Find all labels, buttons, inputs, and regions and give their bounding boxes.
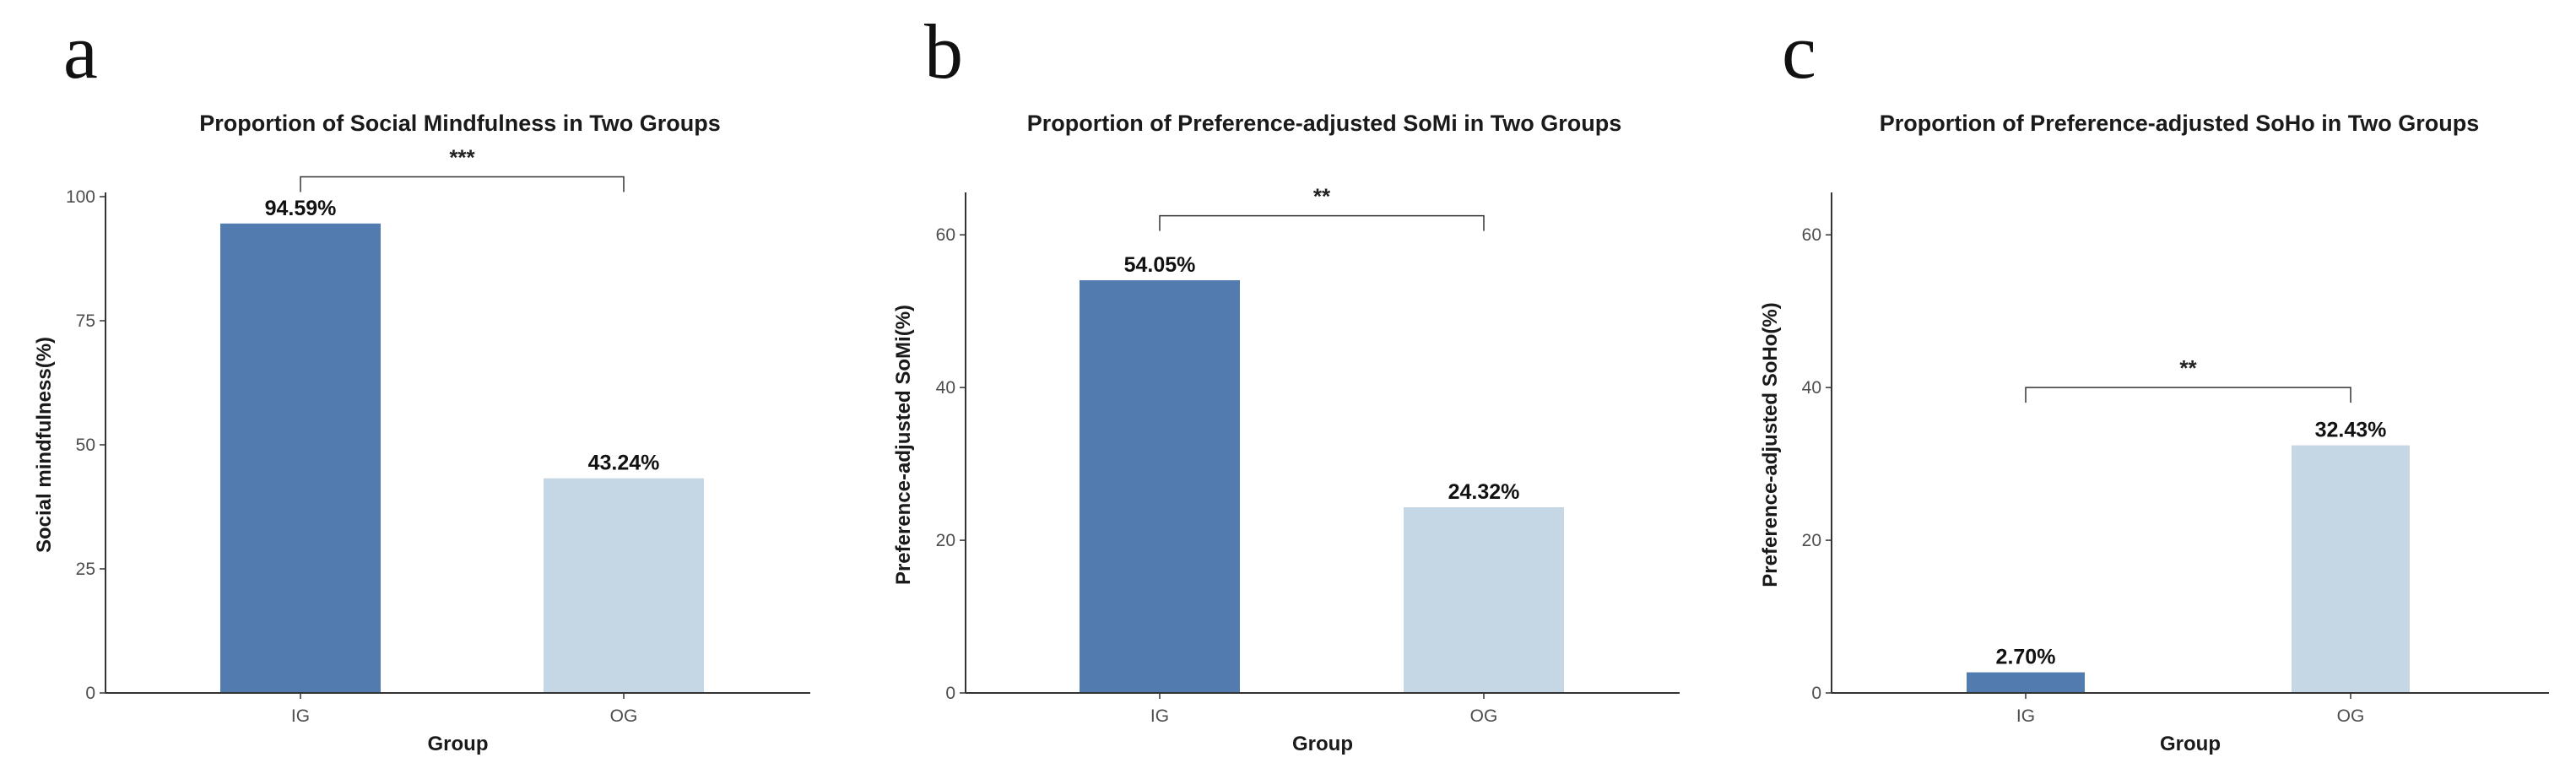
panel-letter: a: [63, 8, 98, 95]
significance-label: **: [2179, 355, 2197, 381]
y-axis-title: Preference-adjusted SoMi(%): [892, 305, 915, 585]
x-axis-title: Group: [1292, 733, 1353, 755]
y-tick-label: 75: [76, 311, 95, 331]
y-tick-label: 0: [1811, 684, 1821, 703]
significance-label: **: [1313, 184, 1331, 209]
y-tick-label: 60: [936, 225, 955, 245]
bar-og: [544, 478, 704, 693]
y-tick-label: 20: [1802, 531, 1821, 550]
bar-ig: [1080, 280, 1240, 693]
y-tick-label: 20: [936, 531, 955, 550]
x-tick-label: IG: [2016, 706, 2035, 726]
chart-title: Proportion of Preference-adjusted SoHo i…: [1880, 111, 2480, 136]
chart-title: Proportion of Preference-adjusted SoMi i…: [1027, 111, 1622, 136]
significance-bracket: [1159, 214, 1485, 231]
x-axis-title: Group: [2160, 733, 2221, 755]
y-axis-title: Preference-adjusted SoHo(%): [1759, 302, 1782, 587]
data-label: 43.24%: [588, 452, 660, 475]
significance-bracket: [2025, 387, 2351, 403]
bar-og: [2292, 445, 2410, 693]
y-tick-label: 100: [66, 187, 95, 207]
data-label: 2.70%: [1996, 646, 2056, 669]
y-tick-label: 60: [1802, 225, 1821, 245]
y-tick-label: 50: [76, 436, 95, 455]
data-label: 24.32%: [1448, 480, 1520, 504]
x-tick-label: IG: [1150, 706, 1169, 726]
significance-bracket: [300, 176, 625, 192]
bar-ig: [1967, 672, 2085, 693]
x-tick-label: OG: [2337, 706, 2365, 726]
significance-label: ***: [449, 144, 475, 170]
y-tick-label: 0: [85, 684, 95, 703]
data-label: 94.59%: [265, 197, 337, 220]
panel-letter: b: [924, 8, 963, 95]
data-label: 54.05%: [1124, 253, 1196, 277]
data-label: 32.43%: [2315, 419, 2387, 442]
y-axis-title: Social mindfulness(%): [33, 337, 56, 553]
bar-ig: [220, 223, 381, 693]
y-tick-label: 25: [76, 560, 95, 579]
panel-letter: c: [1782, 8, 1816, 95]
y-tick-label: 40: [1802, 378, 1821, 398]
y-tick-label: 40: [936, 378, 955, 398]
chart-title: Proportion of Social Mindfulness in Two …: [199, 111, 721, 136]
x-axis-title: Group: [428, 733, 489, 755]
x-tick-label: IG: [291, 706, 310, 726]
y-tick-label: 0: [945, 684, 955, 703]
x-tick-label: OG: [610, 706, 638, 726]
x-tick-label: OG: [1470, 706, 1498, 726]
bar-og: [1404, 506, 1564, 693]
